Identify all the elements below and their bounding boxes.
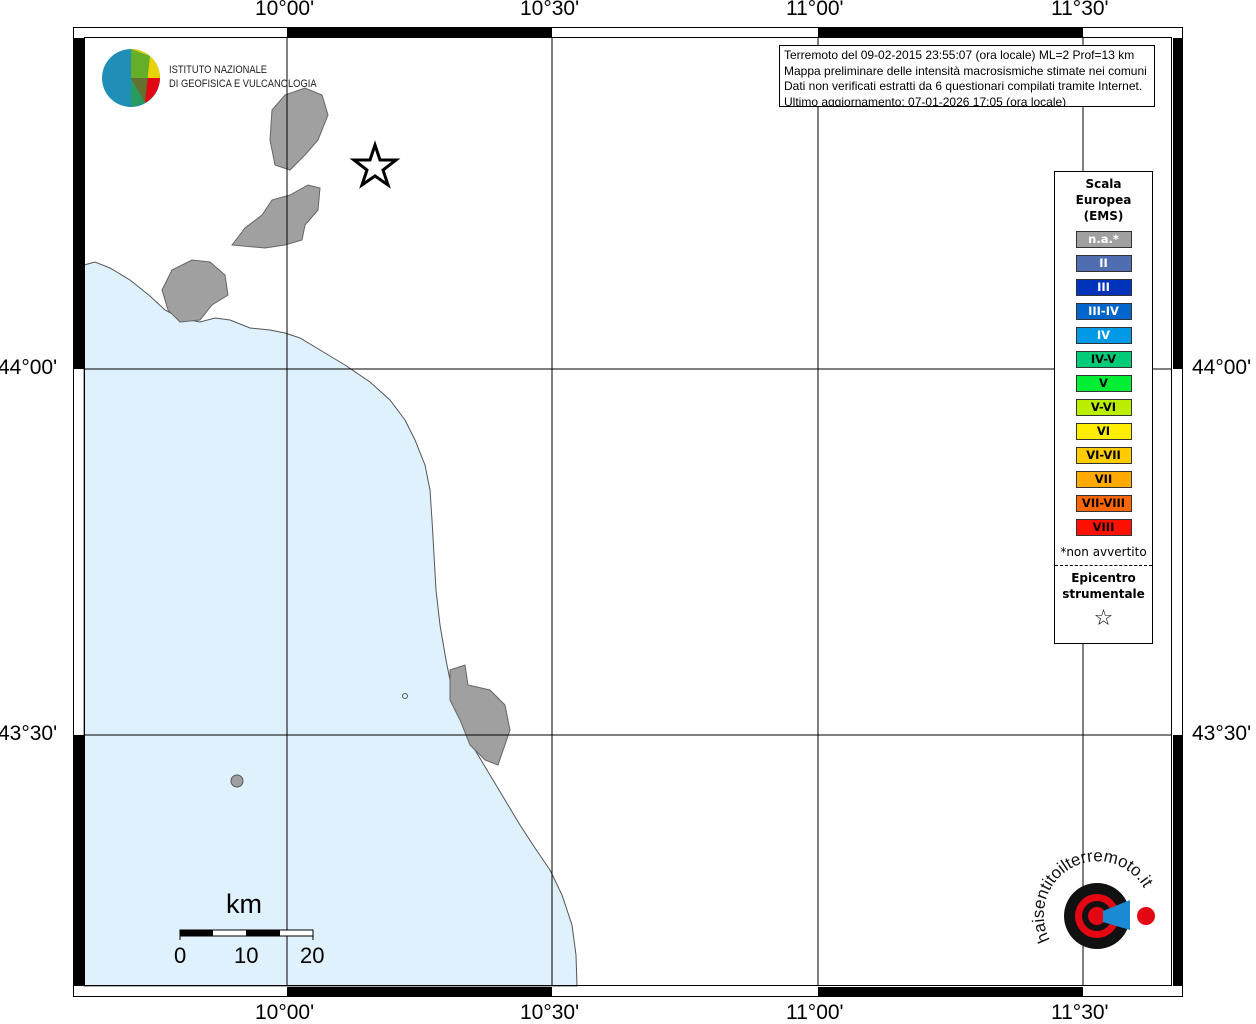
legend-swatch: VIII [1075, 519, 1132, 536]
legend-swatch: VII-VIII [1075, 495, 1132, 512]
scale-unit: km [226, 889, 262, 919]
lon-label-bottom: 10°00' [255, 1001, 315, 1024]
scale-label: 20 [300, 943, 325, 968]
epicenter-star-icon[interactable] [349, 140, 401, 189]
lon-label-bottom: 10°30' [520, 1001, 580, 1024]
legend-title-line: Scala [1085, 177, 1122, 191]
legend-swatch: IV [1075, 327, 1132, 344]
epicenter-label-line: strumentale [1062, 587, 1145, 601]
ingv-logo-text: ISTITUTO NAZIONALE DI GEOFISICA E VULCAN… [169, 63, 317, 91]
epicenter-label-line: Epicentro [1071, 571, 1136, 585]
map-frame [73, 27, 1183, 997]
lon-label-top: 10°00' [255, 0, 315, 20]
lon-label-top: 11°00' [786, 0, 844, 20]
legend-title: Scala Europea (EMS) [1055, 176, 1152, 224]
scale-bar [179, 929, 314, 940]
land-area [449, 664, 511, 766]
lon-label-top: 10°30' [520, 0, 580, 20]
legend-title-line: Europea [1075, 193, 1132, 207]
legend-swatch: IV-V [1075, 351, 1132, 368]
legend-swatch: V [1075, 375, 1132, 392]
lat-label-left: 43°30' [0, 722, 58, 745]
info-line: Dati non verificati estratti da 6 questi… [784, 79, 1143, 93]
legend-swatches: n.a.* II III III-IV IV IV-V V V-VI VI VI-VII VII VI… [1055, 231, 1152, 536]
haisentito-logo[interactable]: haisentitoilterremoto.it [1029, 846, 1157, 949]
scale-label: 10 [234, 943, 259, 968]
land-area [231, 184, 321, 249]
legend-swatch: III-IV [1075, 303, 1132, 320]
event-info-box: Terremoto del 09-02-2015 23:55:07 (ora l… [779, 45, 1155, 107]
island [402, 693, 408, 699]
legend-swatch: VII [1075, 471, 1132, 488]
info-line: Mappa preliminare delle intensità macros… [784, 63, 1147, 78]
info-line: Ultimo aggiornamento: 07-01-2026 17:05 (… [784, 94, 1067, 107]
ingv-line1: ISTITUTO NAZIONALE [169, 64, 268, 76]
legend-swatch: V-VI [1075, 399, 1132, 416]
intensity-legend: Scala Europea (EMS) n.a.* II III III-IV IV IV… [1054, 171, 1153, 644]
lat-label-right: 44°00' [1192, 356, 1252, 379]
legend-swatch: n.a.* [1075, 231, 1132, 248]
ingv-globe-logo [102, 49, 160, 107]
lon-label-bottom: 11°30' [1051, 1001, 1109, 1024]
ingv-line2: DI GEOFISICA E VULCANOLOGIA [169, 78, 317, 90]
lat-label-left: 44°00' [0, 356, 58, 379]
legend-title-line: (EMS) [1083, 209, 1124, 223]
legend-divider [1055, 565, 1152, 566]
scale-label: 0 [174, 943, 187, 968]
land-area [269, 87, 329, 171]
land-area [161, 259, 229, 323]
island [230, 774, 244, 788]
star-icon: ☆ [1093, 606, 1114, 631]
legend-swatch: VI [1075, 423, 1132, 440]
legend-note: *non avvertito [1060, 545, 1147, 559]
legend-swatch: II [1075, 255, 1132, 272]
legend-swatch: III [1075, 279, 1132, 296]
sea [83, 261, 578, 987]
lon-label-bottom: 11°00' [786, 1001, 844, 1024]
lon-label-top: 11°30' [1051, 0, 1109, 20]
epicenter-legend-label: Epicentro strumentale [1055, 570, 1152, 602]
legend-swatch: VI-VII [1075, 447, 1132, 464]
info-line: Terremoto del 09-02-2015 23:55:07 (ora l… [784, 48, 1135, 62]
lat-label-right: 43°30' [1192, 722, 1252, 745]
